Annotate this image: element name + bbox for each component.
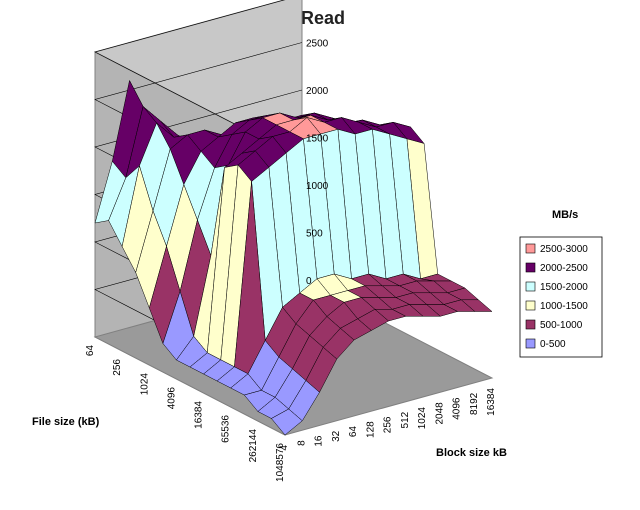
z-tick-label: 1000 — [306, 181, 329, 192]
block-size-tick-label: 256 — [383, 416, 394, 433]
block-size-tick-label: 512 — [400, 411, 411, 428]
block-size-tick-label: 8192 — [469, 392, 480, 415]
legend-entry: 1500-2000 — [540, 282, 588, 293]
block-size-tick-label: 128 — [365, 421, 376, 438]
block-size-tick-label: 1024 — [417, 407, 428, 430]
legend-swatch — [525, 281, 536, 292]
file-size-tick-label: 4096 — [166, 387, 177, 410]
block-size-tick-label: 16 — [314, 435, 325, 447]
z-tick-label: 2000 — [306, 86, 329, 97]
z-axis-ticks: 0 500 1000 1500 2000 2500 3000 — [306, 0, 329, 287]
x-axis-label: Block size kB — [436, 447, 507, 459]
legend-swatch — [525, 243, 536, 254]
chart-surface — [94, 79, 493, 436]
legend-swatch — [525, 262, 536, 273]
block-size-tick-label: 32 — [331, 430, 342, 442]
file-size-tick-label: 16384 — [194, 401, 205, 429]
legend-swatch — [525, 338, 536, 349]
block-size-tick-label: 8 — [296, 440, 307, 446]
z-tick-label: 2500 — [306, 39, 329, 50]
legend-entry: 2000-2500 — [540, 263, 588, 274]
gridline — [94, 0, 286, 151]
legend-entry: 0-500 — [540, 339, 566, 350]
legend-entry: 500-1000 — [540, 320, 583, 331]
z-axis-label: MB/s — [552, 209, 578, 221]
block-size-tick-label: 16384 — [486, 388, 497, 416]
block-size-tick-label: 2048 — [434, 402, 445, 425]
z-tick-label: 1500 — [306, 134, 329, 145]
legend-swatch — [525, 300, 536, 311]
file-size-tick-label: 64 — [85, 345, 96, 357]
z-tick-label: 3000 — [306, 0, 329, 2]
legend: 2500-3000 2000-2500 1500-2000 1000-1500 500-… — [519, 236, 603, 358]
surface-cell — [271, 408, 303, 436]
legend-entry: 1000-1500 — [540, 301, 588, 312]
z-tick-label: 0 — [306, 276, 312, 287]
legend-entry: 2500-3000 — [540, 244, 588, 255]
file-size-tick-label: 1048576 — [275, 443, 286, 482]
file-size-tick-label: 256 — [112, 359, 123, 376]
block-size-tick-label: 4096 — [452, 397, 463, 420]
y-axis-label: File size (kB) — [32, 416, 100, 428]
chart-title: Read — [301, 8, 345, 28]
file-size-tick-label: 65536 — [221, 415, 232, 443]
file-size-ticks: 64 256 1024 4096 16384 65536 262144 1048576 — [85, 345, 286, 482]
file-size-tick-label: 262144 — [248, 429, 259, 463]
legend-swatch — [525, 319, 536, 330]
file-size-tick-label: 1024 — [139, 373, 150, 396]
block-size-tick-label: 4 — [279, 445, 290, 451]
block-size-ticks: 48 16 32 64 128 256 512 1024 2048 4096 8192 16384 — [279, 388, 497, 451]
block-size-tick-label: 64 — [348, 426, 359, 438]
legend-box — [519, 236, 603, 358]
z-tick-label: 500 — [306, 229, 323, 240]
